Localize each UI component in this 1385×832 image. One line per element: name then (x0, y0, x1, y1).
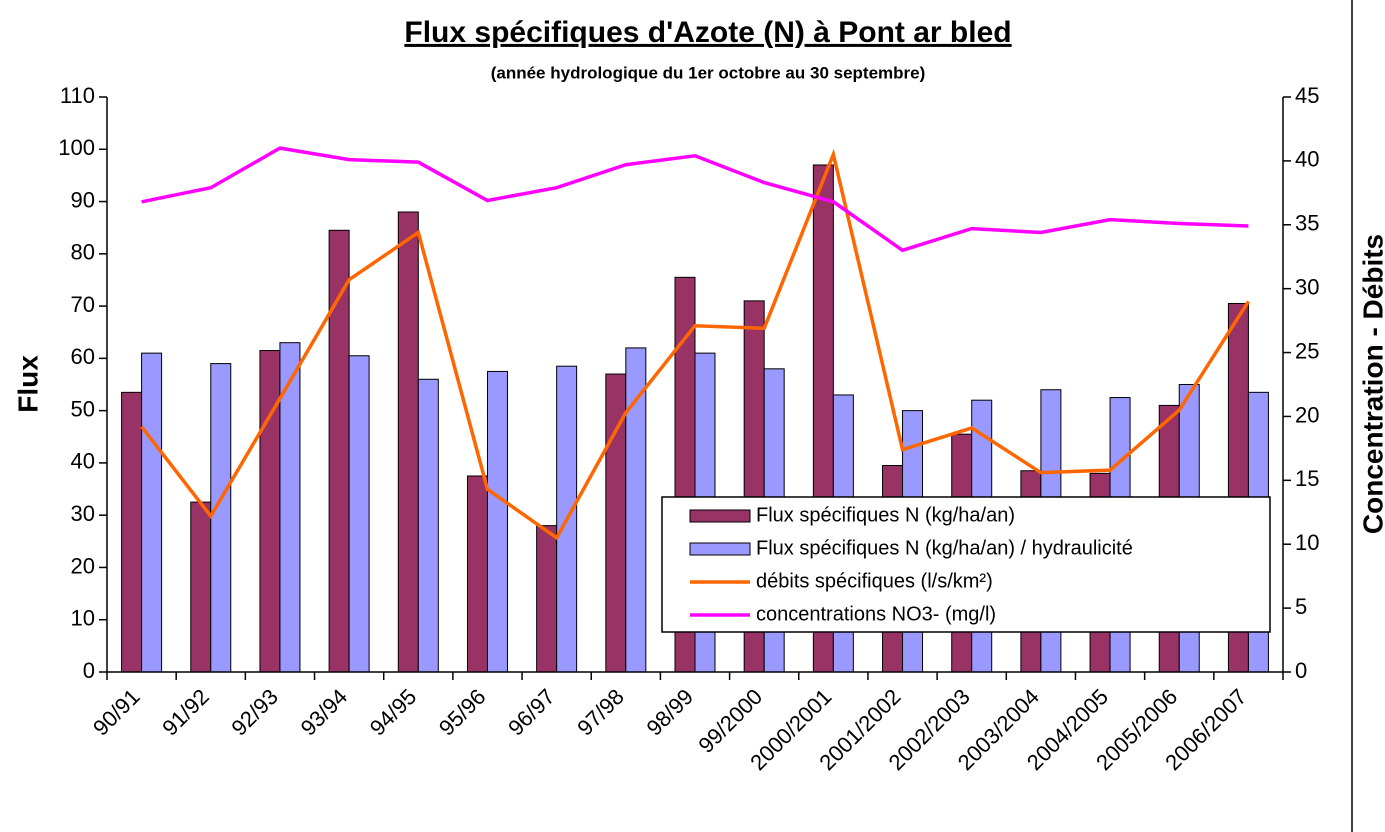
x-tick-label: 91/92 (157, 684, 214, 741)
y2-tick-label: 0 (1295, 658, 1307, 683)
bar (348, 355, 370, 673)
x-tick-label: 96/97 (503, 684, 560, 741)
y2-tick-label: 35 (1295, 211, 1319, 236)
y-tick-label: 50 (71, 396, 95, 421)
y2-tick-label: 5 (1295, 594, 1307, 619)
y-tick-label: 40 (71, 449, 95, 474)
bar (417, 378, 439, 673)
y-tick-label: 20 (71, 553, 95, 578)
bar (466, 475, 488, 673)
x-tick-label: 95/96 (434, 684, 491, 741)
bar (536, 525, 558, 673)
line-series (141, 146, 1249, 253)
y-tick-label: 70 (71, 292, 95, 317)
legend-swatch (689, 542, 751, 556)
y-tick-label: 100 (58, 135, 95, 160)
bar (121, 391, 143, 673)
legend-swatch (689, 509, 751, 523)
y2-tick-label: 15 (1295, 466, 1319, 491)
y2-tick-label: 45 (1295, 83, 1319, 108)
legend-label: concentrations NO3- (mg/l) (756, 603, 996, 625)
line-series (140, 148, 1250, 541)
y-axis-label: Flux (12, 355, 43, 413)
bar (210, 363, 232, 673)
y2-tick-label: 20 (1295, 402, 1319, 427)
y2-tick-label: 25 (1295, 338, 1319, 363)
y2-tick-label: 30 (1295, 274, 1319, 299)
y2-tick-label: 40 (1295, 147, 1319, 172)
bar (486, 370, 508, 673)
chart-subtitle: (année hydrologique du 1er octobre au 30… (491, 63, 926, 82)
bar (397, 211, 419, 673)
x-tick-label: 90/91 (88, 684, 145, 741)
bar (141, 352, 163, 673)
bar (190, 501, 212, 673)
y-tick-label: 30 (71, 501, 95, 526)
y2-tick-label: 10 (1295, 530, 1319, 555)
y-tick-label: 0 (83, 658, 95, 683)
legend-label: débits spécifiques (l/s/km²) (756, 570, 993, 592)
x-tick-label: 92/93 (226, 684, 283, 741)
x-tick-label: 93/94 (296, 684, 353, 741)
chart-title: Flux spécifiques d'Azote (N) à Pont ar b… (404, 16, 1011, 49)
y-tick-label: 110 (60, 83, 95, 108)
x-tick-label: 97/98 (572, 684, 629, 741)
x-tick-label: 98/99 (641, 684, 698, 741)
legend-label: Flux spécifiques N (kg/ha/an) / hydrauli… (756, 537, 1133, 559)
y-tick-label: 10 (71, 606, 95, 631)
y-tick-label: 60 (71, 344, 95, 369)
y-tick-label: 90 (71, 187, 95, 212)
y2-axis-label: Concentration - Débits (1357, 234, 1385, 534)
x-tick-label: 94/95 (365, 684, 422, 741)
y-tick-label: 80 (71, 240, 95, 265)
legend-box (661, 496, 1271, 633)
legend-label: Flux spécifiques N (kg/ha/an) (756, 504, 1015, 526)
bar (625, 347, 647, 673)
bar (259, 350, 281, 673)
